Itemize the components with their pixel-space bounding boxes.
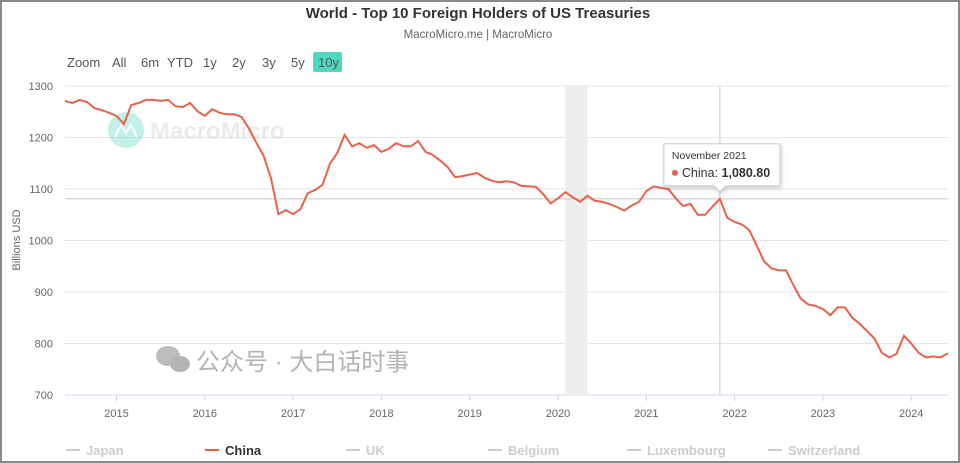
tooltip-series-name: China bbox=[682, 166, 715, 180]
range-button-label: All bbox=[112, 55, 127, 70]
tooltip: November 2021 China: 1,080.80 bbox=[663, 143, 781, 193]
tooltip-date: November 2021 bbox=[672, 150, 747, 162]
range-button-all[interactable]: All bbox=[112, 55, 127, 70]
range-button-label: 5y bbox=[291, 55, 305, 70]
range-button-ytd[interactable]: YTD bbox=[167, 55, 193, 70]
legend-label: Belgium bbox=[508, 443, 559, 458]
chart-title: World - Top 10 Foreign Holders of US Tre… bbox=[306, 5, 651, 22]
logo-watermark-text: MacroMicro bbox=[150, 118, 285, 145]
x-tick-label: 2018 bbox=[369, 408, 393, 420]
series-line-china[interactable] bbox=[64, 98, 949, 359]
x-tick-label: 2022 bbox=[722, 408, 746, 420]
chart-subtitle: MacroMicro.me | MacroMicro bbox=[404, 29, 553, 41]
range-button-label: 6m bbox=[141, 55, 159, 70]
legend-label: UK bbox=[366, 443, 385, 458]
y-tick-label: 1300 bbox=[29, 81, 53, 93]
legend-item-luxembourg[interactable]: Luxembourg bbox=[627, 443, 726, 458]
x-tick-label: 2019 bbox=[457, 408, 481, 420]
wechat-icon bbox=[156, 346, 190, 372]
legend-item-china[interactable]: China bbox=[205, 443, 262, 458]
zoom-label: Zoom bbox=[67, 55, 100, 70]
range-button-2y[interactable]: 2y bbox=[232, 55, 246, 70]
legend-label: Luxembourg bbox=[647, 443, 726, 458]
y-tick-label: 900 bbox=[35, 287, 53, 299]
range-button-1y[interactable]: 1y bbox=[203, 55, 217, 70]
y-tick-label: 1200 bbox=[29, 133, 53, 145]
x-tick-label: 2023 bbox=[811, 408, 835, 420]
x-tick-label: 2024 bbox=[899, 408, 923, 420]
y-tick-label: 1000 bbox=[29, 236, 53, 248]
x-tick-label: 2017 bbox=[281, 408, 305, 420]
y-tick-label: 800 bbox=[35, 339, 53, 351]
y-tick-label: 1100 bbox=[29, 184, 53, 196]
y-tick-label: 700 bbox=[35, 390, 53, 402]
range-button-label: YTD bbox=[167, 55, 193, 70]
legend-label: Switzerland bbox=[788, 443, 860, 458]
legend-label: China bbox=[225, 443, 262, 458]
range-button-label: 10y bbox=[318, 55, 339, 70]
legend-item-switzerland[interactable]: Switzerland bbox=[768, 443, 860, 458]
legend-label: Japan bbox=[86, 443, 124, 458]
range-button-label: 3y bbox=[262, 55, 276, 70]
legend-item-belgium[interactable]: Belgium bbox=[488, 443, 559, 458]
legend-item-japan[interactable]: Japan bbox=[66, 443, 124, 458]
x-tick-label: 2021 bbox=[634, 408, 658, 420]
tooltip-value-line: China: 1,080.80 bbox=[682, 166, 770, 180]
range-button-5y[interactable]: 5y bbox=[291, 55, 305, 70]
x-tick-label: 2016 bbox=[193, 408, 217, 420]
tooltip-colon: : bbox=[715, 166, 722, 180]
x-tick-label: 2020 bbox=[546, 408, 570, 420]
range-button-10y[interactable]: 10y bbox=[313, 52, 342, 72]
tooltip-series-dot bbox=[671, 169, 678, 176]
tooltip-value: 1,080.80 bbox=[722, 166, 771, 180]
overlay-watermark: 公众号 · 大白话时事 bbox=[196, 349, 409, 376]
range-button-6m[interactable]: 6m bbox=[141, 55, 159, 70]
legend-item-uk[interactable]: UK bbox=[346, 443, 385, 458]
shaded-period bbox=[565, 86, 588, 395]
x-tick-label: 2015 bbox=[104, 408, 128, 420]
range-button-label: 1y bbox=[203, 55, 217, 70]
legend: Japan China UK Belgium Luxembourg Switzerland bbox=[66, 443, 860, 458]
range-selector: Zoom All 6m YTD 1y 2y 3y 5y 10y bbox=[67, 52, 342, 72]
range-button-label: 2y bbox=[232, 55, 246, 70]
range-button-3y[interactable]: 3y bbox=[262, 55, 276, 70]
y-axis-label: Billions USD bbox=[11, 209, 23, 270]
macromicro-logo-watermark: MacroMicro bbox=[108, 112, 285, 148]
